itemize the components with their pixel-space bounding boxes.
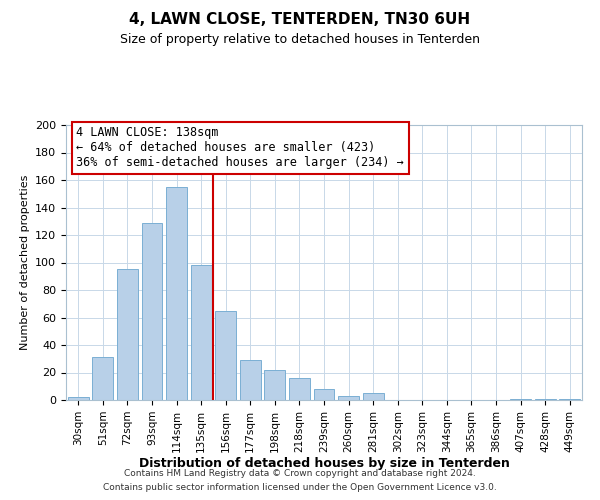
Text: 4 LAWN CLOSE: 138sqm
← 64% of detached houses are smaller (423)
36% of semi-deta: 4 LAWN CLOSE: 138sqm ← 64% of detached h… <box>76 126 404 170</box>
Bar <box>338 396 359 400</box>
Bar <box>68 397 89 400</box>
Bar <box>142 222 163 400</box>
Bar <box>362 393 383 400</box>
Bar <box>265 370 286 400</box>
X-axis label: Distribution of detached houses by size in Tenterden: Distribution of detached houses by size … <box>139 458 509 470</box>
Text: Contains HM Land Registry data © Crown copyright and database right 2024.: Contains HM Land Registry data © Crown c… <box>124 468 476 477</box>
Y-axis label: Number of detached properties: Number of detached properties <box>20 175 29 350</box>
Bar <box>510 398 531 400</box>
Text: Size of property relative to detached houses in Tenterden: Size of property relative to detached ho… <box>120 32 480 46</box>
Bar <box>314 389 334 400</box>
Bar <box>240 360 261 400</box>
Bar <box>166 187 187 400</box>
Text: Contains public sector information licensed under the Open Government Licence v3: Contains public sector information licen… <box>103 484 497 492</box>
Bar <box>92 358 113 400</box>
Text: 4, LAWN CLOSE, TENTERDEN, TN30 6UH: 4, LAWN CLOSE, TENTERDEN, TN30 6UH <box>130 12 470 28</box>
Bar <box>117 270 138 400</box>
Bar <box>559 398 580 400</box>
Bar <box>289 378 310 400</box>
Bar <box>191 265 212 400</box>
Bar <box>215 310 236 400</box>
Bar <box>535 398 556 400</box>
